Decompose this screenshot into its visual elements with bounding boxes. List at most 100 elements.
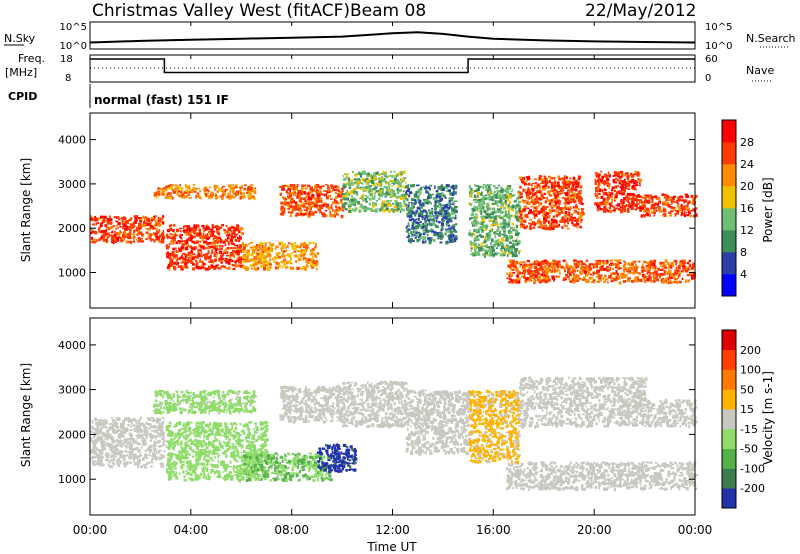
nsky-label: N.Sky: [4, 32, 36, 45]
heatmap-cell: [690, 266, 693, 269]
heatmap-cell: [336, 196, 338, 199]
heatmap-cell: [568, 186, 572, 189]
heatmap-cell: [107, 227, 110, 231]
heatmap-cell: [378, 197, 381, 201]
heatmap-cell: [373, 194, 376, 198]
heatmap-cell: [611, 198, 614, 201]
heatmap-cell: [327, 188, 330, 192]
heatmap-cell: [140, 225, 143, 228]
heatmap-cell: [160, 218, 164, 221]
heatmap-cell: [682, 262, 685, 265]
heatmap-cell: [205, 243, 210, 245]
cpid-text: normal (fast) 151 IF: [94, 93, 229, 107]
heatmap-cell: [522, 188, 525, 192]
heatmap-cell: [353, 181, 357, 184]
heatmap-cell: [227, 192, 230, 196]
heatmap-cell: [202, 253, 206, 257]
heatmap-cell: [472, 254, 476, 257]
heatmap-cell: [556, 207, 560, 210]
heatmap-cell: [633, 278, 637, 282]
heatmap-cell: [455, 223, 458, 226]
heatmap-cell: [296, 206, 299, 210]
heatmap-cell: [298, 208, 301, 211]
heatmap-cell: [171, 196, 174, 200]
heatmap-cell: [541, 206, 544, 210]
heatmap-cell: [240, 249, 244, 253]
heatmap-cell: [407, 232, 410, 236]
heatmap-cell: [166, 236, 169, 240]
heatmap-cell: [251, 267, 254, 270]
heatmap-cell: [228, 184, 232, 188]
heatmap-cell: [475, 206, 479, 210]
heatmap-cell: [316, 252, 320, 255]
heatmap-cell: [203, 240, 207, 244]
heatmap-cell: [596, 204, 600, 207]
heatmap-cell: [495, 232, 497, 235]
heatmap-cell: [144, 218, 147, 221]
heatmap-cell: [516, 277, 519, 280]
heatmap-cell: [198, 260, 202, 262]
heatmap-cell: [615, 185, 619, 187]
heatmap-cell: [435, 202, 437, 206]
heatmap-cell: [572, 267, 574, 270]
heatmap-cell: [312, 255, 314, 259]
heatmap-cell: [223, 265, 227, 268]
heatmap-cell: [610, 262, 614, 265]
heatmap-cell: [675, 260, 678, 264]
heatmap-cell: [535, 191, 538, 194]
heatmap-cell: [477, 195, 479, 198]
heatmap-cell: [488, 236, 490, 239]
heatmap-cell: [200, 267, 203, 270]
heatmap-cell: [365, 188, 367, 192]
heatmap-cell: [442, 235, 444, 239]
heatmap-cell: [212, 240, 216, 244]
heatmap-cell: [548, 208, 552, 212]
heatmap-cell: [440, 221, 443, 224]
heatmap-cell: [483, 245, 486, 247]
heatmap-cell: [499, 206, 503, 209]
heatmap-cell: [235, 190, 240, 194]
heatmap-cell: [190, 235, 194, 239]
heatmap-cell: [510, 252, 514, 255]
heatmap-cell: [407, 188, 411, 191]
heatmap-cell: [114, 240, 118, 243]
heatmap-cell: [549, 222, 551, 226]
heatmap-cell: [188, 260, 192, 263]
heatmap-cell: [289, 201, 291, 203]
heatmap-cell: [397, 185, 400, 188]
heatmap-cell: [510, 195, 514, 197]
heatmap-cell: [362, 193, 365, 197]
heatmap-cell: [240, 191, 242, 195]
heatmap-cell: [476, 235, 478, 238]
heatmap-cell: [331, 208, 334, 212]
heatmap-cell: [502, 239, 506, 242]
heatmap-cell: [444, 232, 447, 236]
heatmap-cell: [448, 202, 451, 206]
heatmap-cell: [97, 222, 100, 224]
heatmap-cell: [176, 257, 179, 261]
heatmap-cell: [506, 194, 509, 197]
heatmap-cell: [168, 197, 173, 200]
heatmap-cell: [307, 201, 310, 205]
heatmap-cell: [425, 212, 428, 216]
heatmap-cell: [605, 278, 609, 281]
heatmap-cell: [336, 185, 340, 189]
heatmap-cell: [622, 174, 626, 177]
heatmap-cell: [95, 222, 98, 226]
heatmap-cell: [299, 254, 302, 258]
heatmap-cell: [95, 231, 98, 234]
heatmap-cell: [283, 207, 286, 211]
heatmap-cell: [188, 237, 192, 242]
heatmap-cell: [670, 201, 673, 205]
heatmap-cell: [412, 227, 416, 230]
heatmap-cell: [559, 221, 563, 223]
heatmap-cell: [569, 218, 573, 221]
heatmap-cell: [144, 216, 148, 220]
heatmap-cell: [542, 225, 547, 228]
heatmap-cell: [221, 245, 224, 248]
heatmap-cell: [154, 234, 158, 238]
heatmap-cell: [669, 196, 672, 199]
heatmap-cell: [481, 230, 485, 233]
heatmap-cell: [469, 193, 471, 198]
heatmap-cell: [112, 225, 116, 227]
